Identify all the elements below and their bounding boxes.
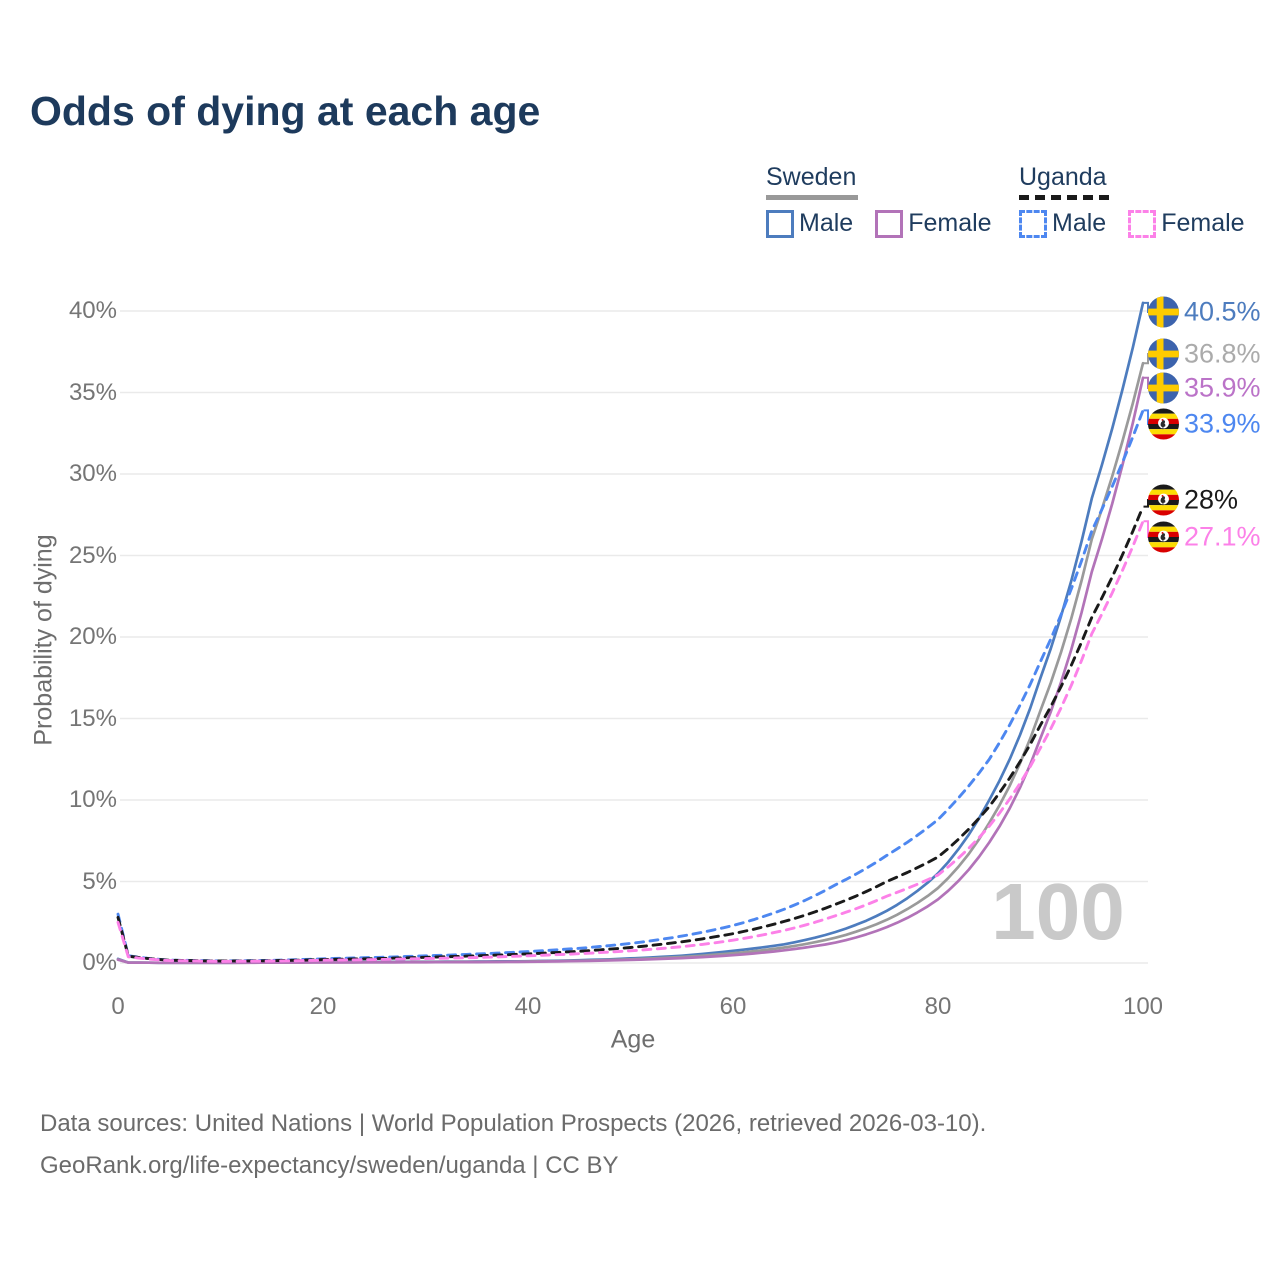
legend-swatch-sweden-female (875, 209, 904, 238)
legend-uganda-label: Uganda (1019, 163, 1107, 191)
series-line-sweden-female (116, 376, 1145, 965)
series-line-sweden-male (116, 301, 1145, 965)
y-tick-25%: 25% (68, 542, 117, 569)
end-label-value: 33.9% (1184, 408, 1261, 439)
sweden-flag-icon (1148, 296, 1179, 328)
end-label-value: 36.8% (1184, 338, 1261, 369)
end-label-value: 28% (1184, 484, 1239, 515)
legend-sweden-line-swatch (766, 195, 858, 200)
uganda-flag-icon (1148, 408, 1179, 440)
end-label-uganda-female: 27.1% (1148, 521, 1261, 553)
sweden-flag-icon (1148, 372, 1179, 404)
y-tick-40%: 40% (68, 297, 117, 324)
x-tick-20: 20 (309, 993, 337, 1020)
y-tick-15%: 15% (68, 705, 117, 732)
legend-swatch-sweden-male (766, 209, 794, 238)
uganda-flag-icon (1148, 484, 1179, 516)
legend-swatch-uganda-female (1128, 209, 1157, 238)
legend-item-uganda-female[interactable]: Female (1128, 209, 1245, 238)
legend-sweden-label: Sweden (766, 163, 857, 191)
legend-item-sweden-male[interactable]: Male (766, 209, 853, 238)
y-tick-0%: 0% (82, 949, 117, 976)
source-link-text[interactable]: GeoRank.org/life-expectancy/sweden/ugand… (40, 1152, 619, 1179)
data-sources-text: Data sources: United Nations | World Pop… (40, 1110, 987, 1137)
end-label-sweden-male: 40.5% (1148, 296, 1261, 328)
end-label-value: 35.9% (1184, 372, 1261, 403)
y-tick-5%: 5% (82, 868, 117, 895)
sweden-flag-icon (1148, 338, 1179, 370)
x-tick-0: 0 (111, 993, 125, 1020)
legend-swatch-uganda-male (1019, 209, 1047, 238)
end-label-uganda-all: 28% (1148, 484, 1239, 516)
page-title: Odds of dying at each age (30, 88, 541, 134)
series-line-sweden-all (116, 361, 1145, 965)
legend-item-label: Male (799, 209, 854, 237)
y-tick-30%: 30% (68, 460, 117, 487)
legend-item-label: Male (1052, 209, 1107, 237)
y-tick-35%: 35% (68, 379, 117, 406)
end-label-value: 40.5% (1184, 296, 1261, 327)
y-tick-10%: 10% (68, 786, 117, 813)
end-label-sweden-all: 36.8% (1148, 338, 1261, 370)
x-tick-100: 100 (1122, 993, 1164, 1020)
legend-uganda-line-swatch (1019, 195, 1109, 200)
series-line-uganda-all (116, 505, 1145, 963)
y-axis-title: Probability of dying (29, 534, 58, 746)
uganda-flag-icon (1148, 521, 1179, 553)
legend-item-uganda-male[interactable]: Male (1019, 209, 1106, 238)
end-label-uganda-male: 33.9% (1148, 408, 1261, 440)
legend-group-sweden: Sweden Male Female (766, 163, 1014, 238)
legend-item-sweden-female[interactable]: Female (875, 209, 992, 238)
end-label-value: 27.1% (1184, 521, 1261, 552)
legend-item-label: Female (908, 209, 992, 237)
x-axis-title: Age (610, 1025, 656, 1054)
x-tick-80: 80 (924, 993, 952, 1020)
x-tick-40: 40 (514, 993, 542, 1020)
legend-item-label: Female (1161, 209, 1245, 237)
x-tick-60: 60 (719, 993, 747, 1020)
legend-group-uganda: Uganda Male Female (1019, 163, 1267, 238)
y-tick-20%: 20% (68, 623, 117, 650)
series-line-uganda-male (116, 408, 1145, 963)
end-label-sweden-female: 35.9% (1148, 372, 1261, 404)
series-line-uganda-female (116, 519, 1145, 963)
